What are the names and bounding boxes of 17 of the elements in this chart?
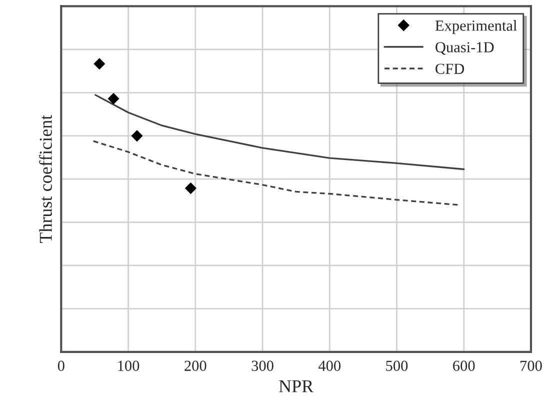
x-tick-label: 500 — [386, 360, 408, 371]
legend-label: Quasi-1D — [436, 42, 494, 55]
x-tick-label: 100 — [118, 360, 140, 371]
point — [131, 130, 143, 142]
legend-label: Experimental — [435, 20, 517, 34]
x-tick-label: 300 — [252, 360, 274, 371]
x-tick-label: 400 — [318, 360, 341, 371]
x-tick-label: 200 — [184, 360, 206, 371]
x-axis-title: NPR — [279, 380, 314, 392]
x-tick-label: 600 — [453, 360, 475, 371]
point — [185, 182, 196, 194]
y-axis-title: Thrust coefficient — [39, 114, 52, 243]
point — [108, 93, 120, 104]
point — [94, 58, 106, 70]
x-tick-label: 0 — [58, 360, 64, 371]
x-tick-label: 700 — [520, 360, 542, 371]
legend-label: CFD — [436, 64, 464, 74]
